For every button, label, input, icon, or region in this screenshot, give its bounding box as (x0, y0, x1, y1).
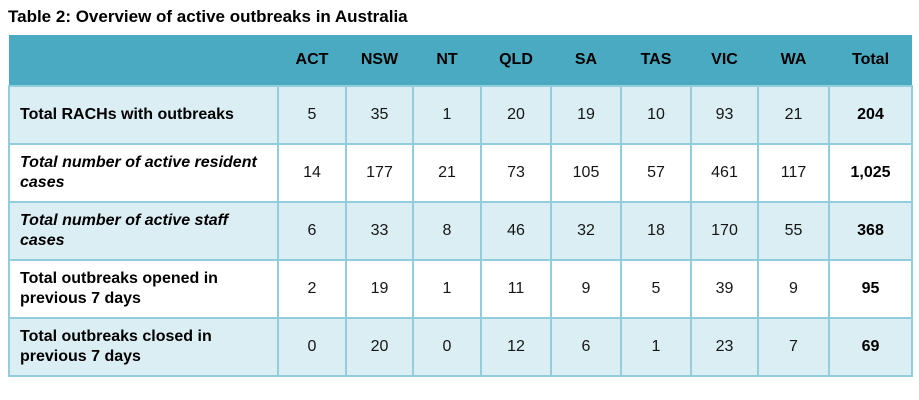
value-cell: 461 (690, 143, 759, 204)
value-cell: 6 (550, 317, 622, 378)
value-cell: 21 (757, 85, 830, 146)
header-corner-cell (9, 35, 278, 87)
value-cell: 20 (480, 85, 552, 146)
value-cell: 1 (620, 317, 692, 378)
row-label-cell: Total RACHs with outbreaks (8, 85, 279, 146)
table-row: Total outbreaks closed in previous 7 day… (8, 317, 913, 378)
column-header-nsw: NSW (346, 35, 413, 87)
total-value-cell: 1,025 (828, 143, 913, 204)
column-header-tas: TAS (621, 35, 691, 87)
value-cell: 93 (690, 85, 759, 146)
value-cell: 1 (412, 259, 482, 320)
value-cell: 14 (277, 143, 347, 204)
value-cell: 73 (480, 143, 552, 204)
value-cell: 21 (412, 143, 482, 204)
column-header-sa: SA (551, 35, 621, 87)
value-cell: 1 (412, 85, 482, 146)
value-cell: 10 (620, 85, 692, 146)
value-cell: 55 (757, 201, 830, 262)
table-body: Total RACHs with outbreaks 5 35 1 20 19 10 93 21… (8, 85, 913, 378)
column-header-vic: VIC (691, 35, 758, 87)
column-header-qld: QLD (481, 35, 551, 87)
value-cell: 0 (277, 317, 347, 378)
column-header-nt: NT (413, 35, 481, 87)
column-header-wa: WA (758, 35, 829, 87)
value-cell: 11 (480, 259, 552, 320)
value-cell: 32 (550, 201, 622, 262)
value-cell: 6 (277, 201, 347, 262)
column-header-total: Total (829, 35, 912, 87)
value-cell: 7 (757, 317, 830, 378)
value-cell: 23 (690, 317, 759, 378)
value-cell: 170 (690, 201, 759, 262)
value-cell: 18 (620, 201, 692, 262)
value-cell: 5 (277, 85, 347, 146)
value-cell: 35 (345, 85, 414, 146)
table-row: Total number of active resident cases 14 1… (8, 143, 913, 204)
column-header-act: ACT (278, 35, 346, 87)
value-cell: 12 (480, 317, 552, 378)
value-cell: 33 (345, 201, 414, 262)
value-cell: 19 (345, 259, 414, 320)
value-cell: 19 (550, 85, 622, 146)
value-cell: 39 (690, 259, 759, 320)
header-row: ACT NSW NT QLD SA TAS VIC WA Total (9, 35, 912, 87)
value-cell: 8 (412, 201, 482, 262)
row-label-cell: Total number of active staff cases (8, 201, 279, 262)
value-cell: 9 (550, 259, 622, 320)
total-value-cell: 69 (828, 317, 913, 378)
value-cell: 177 (345, 143, 414, 204)
row-label-cell: Total number of active resident cases (8, 143, 279, 204)
value-cell: 57 (620, 143, 692, 204)
table-row: Total RACHs with outbreaks 5 35 1 20 19 10 93 21… (8, 85, 913, 146)
total-value-cell: 95 (828, 259, 913, 320)
value-cell: 5 (620, 259, 692, 320)
value-cell: 9 (757, 259, 830, 320)
value-cell: 0 (412, 317, 482, 378)
row-label-cell: Total outbreaks opened in previous 7 day… (8, 259, 279, 320)
row-label-cell: Total outbreaks closed in previous 7 day… (8, 317, 279, 378)
table-title: Table 2: Overview of active outbreaks in… (8, 7, 408, 26)
value-cell: 46 (480, 201, 552, 262)
value-cell: 2 (277, 259, 347, 320)
table-row: Total number of active staff cases 6 33 8 46… (8, 201, 913, 262)
table-row: Total outbreaks opened in previous 7 day… (8, 259, 913, 320)
outbreaks-table: ACT NSW NT QLD SA TAS VIC WA Total Total RACHs w… (8, 35, 913, 378)
total-value-cell: 368 (828, 201, 913, 262)
value-cell: 117 (757, 143, 830, 204)
value-cell: 105 (550, 143, 622, 204)
total-value-cell: 204 (828, 85, 913, 146)
value-cell: 20 (345, 317, 414, 378)
